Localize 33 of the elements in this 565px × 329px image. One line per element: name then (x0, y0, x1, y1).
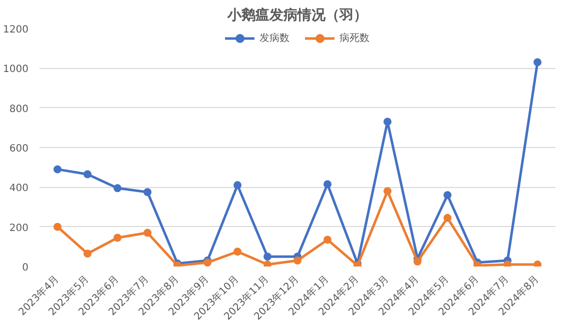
legend-label: 病死数 (340, 32, 370, 45)
point (534, 260, 542, 266)
point (534, 58, 542, 66)
point (414, 258, 422, 266)
point (294, 256, 302, 265)
point (504, 260, 512, 266)
point (324, 236, 332, 244)
point (264, 260, 272, 266)
y-tick-label: 0 (22, 262, 29, 274)
point (444, 214, 452, 222)
legend-label: 发病数 (260, 32, 290, 45)
point (234, 248, 242, 256)
point (444, 191, 452, 200)
y-tick-label: 1200 (3, 24, 29, 36)
point (54, 222, 62, 231)
chart-title: 小鹅瘟发病情况（羽） (226, 6, 368, 24)
point (114, 234, 122, 242)
point (84, 170, 92, 178)
y-tick-label: 800 (9, 104, 29, 115)
point (54, 165, 62, 174)
point (384, 187, 392, 196)
point (384, 118, 392, 126)
point (264, 252, 272, 261)
y-tick-label: 400 (9, 183, 29, 194)
y-tick-label: 200 (9, 222, 29, 234)
y-tick-label: 1000 (3, 64, 29, 76)
point (324, 180, 332, 188)
point (144, 188, 152, 196)
point (144, 228, 152, 237)
point (234, 181, 242, 190)
y-tick-label: 600 (9, 144, 29, 154)
point (114, 184, 122, 192)
point (84, 250, 92, 258)
